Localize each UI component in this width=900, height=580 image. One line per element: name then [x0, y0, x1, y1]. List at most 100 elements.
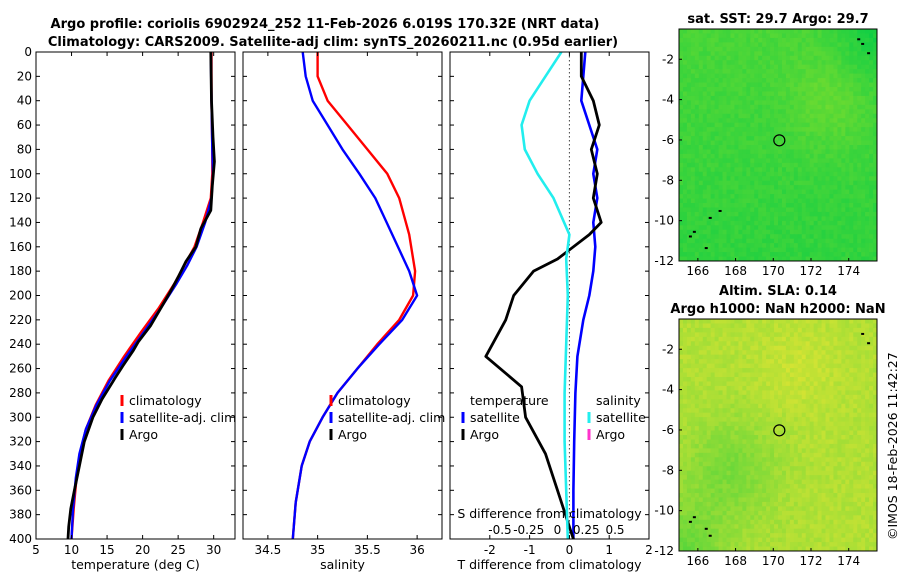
- sla_map-cell: [829, 488, 835, 494]
- sla_map-cell: [679, 341, 684, 347]
- sla_map-cell: [821, 336, 827, 342]
- sla_map-cell: [710, 336, 716, 342]
- sla_map-cell: [738, 439, 743, 445]
- sla_map-cell: [801, 452, 807, 458]
- sst_map-cell: [766, 113, 771, 119]
- sst_map-cell: [793, 229, 799, 235]
- sla_map-cell: [762, 319, 767, 325]
- sst_map-cell: [702, 158, 708, 164]
- sst_map-cell: [837, 211, 842, 217]
- sla_map-cell: [718, 341, 724, 347]
- sst_map-cell: [770, 140, 775, 146]
- sla_map-cell: [718, 439, 724, 445]
- sst_map-cell: [781, 91, 787, 97]
- sst_map-cell: [805, 153, 811, 159]
- sla_map-cell: [857, 475, 862, 481]
- sla_map-cell: [817, 443, 823, 449]
- sst_map-cell: [805, 122, 811, 128]
- sla_map-cell: [778, 475, 783, 481]
- sla_map-cell: [742, 430, 747, 436]
- sst_map-cell: [865, 180, 870, 186]
- sst_map-cell: [714, 234, 720, 240]
- sst_map-cell: [710, 109, 716, 115]
- sla_map-cell: [722, 394, 728, 400]
- sst_map-cell: [825, 256, 831, 261]
- sst_map-cell: [869, 46, 874, 52]
- sst_map-cell: [679, 122, 684, 128]
- sst_map-cell: [762, 185, 767, 191]
- sla_map-cell: [742, 394, 747, 400]
- sla_map-cell: [714, 443, 720, 449]
- sst_map-cell: [789, 127, 795, 133]
- sst_map-cell: [718, 131, 724, 137]
- sla_map-cell: [679, 336, 684, 342]
- sla_map-cell: [738, 484, 743, 490]
- sst_map-cell: [758, 51, 763, 57]
- sst_map-cell: [781, 162, 787, 168]
- sst_map-cell: [789, 225, 795, 231]
- sla_map-cell: [841, 377, 846, 383]
- sst_map-cell: [861, 194, 866, 200]
- sst_map-cell: [682, 109, 688, 115]
- sst_map-cell: [698, 158, 704, 164]
- sla_map-cell: [694, 479, 700, 485]
- sla_map-cell: [679, 327, 684, 333]
- sst_map-cell: [869, 104, 874, 110]
- sla_map-cell: [801, 394, 807, 400]
- sla_map-cell: [710, 426, 716, 432]
- sla_map-cell: [746, 332, 751, 338]
- sla_map-cell: [813, 319, 819, 325]
- sst_map-cell: [801, 149, 807, 155]
- salinity-legend-2-label: Argo: [338, 427, 367, 442]
- sla_map-cell: [817, 430, 823, 436]
- sst_map-cell: [825, 162, 831, 168]
- sst_map-cell: [821, 256, 827, 261]
- sla_map-cell: [746, 421, 751, 427]
- sst_map-cell: [813, 46, 819, 52]
- sla_map-cell: [730, 372, 736, 378]
- sst_map-cell: [682, 78, 688, 84]
- sst_map-cell: [742, 136, 747, 142]
- sst_map-cell: [849, 185, 854, 191]
- sst_map-cell: [750, 229, 755, 235]
- sst_map-cell: [857, 118, 862, 124]
- sla_map-cell: [841, 466, 846, 472]
- sst_map-cell: [774, 122, 779, 128]
- sla_map-cell: [873, 497, 877, 503]
- sla_map-cell: [686, 452, 692, 458]
- sst_map-cell: [778, 100, 783, 106]
- sst_map-cell: [714, 149, 720, 155]
- sla_map-cell: [730, 363, 736, 369]
- sst_map-cell: [857, 69, 862, 75]
- sla_map-cell: [746, 350, 751, 356]
- sla_map-cell: [853, 412, 858, 418]
- sla_map-cell: [853, 332, 858, 338]
- sst_map-cell: [750, 51, 755, 57]
- sla_map-cell: [682, 430, 688, 436]
- sst_map-cell: [738, 167, 743, 173]
- sla_map-cell: [809, 336, 815, 342]
- sla_map-cell: [730, 377, 736, 383]
- sla_map-cell: [742, 403, 747, 409]
- sla_map-cell: [857, 319, 862, 325]
- sla_map-cell: [857, 403, 862, 409]
- sla_map-cell: [797, 381, 803, 387]
- sla_map-cell: [829, 359, 835, 365]
- sst_map-cell: [825, 55, 831, 61]
- sla_map-cell: [873, 426, 877, 432]
- sla_map-cell: [778, 377, 783, 383]
- sst_map-cell: [722, 118, 728, 124]
- sst_map-cell: [710, 207, 716, 213]
- sla_map-cell: [845, 319, 850, 325]
- sla_map-cell: [706, 493, 712, 499]
- sst_map-cell: [793, 158, 799, 164]
- sla_map-cell: [865, 466, 870, 472]
- sla_map-cell: [742, 332, 747, 338]
- sst_map-cell: [801, 256, 807, 261]
- sla_map-cell: [845, 412, 850, 418]
- sla_map-cell: [682, 341, 688, 347]
- sla_map-cell: [873, 394, 877, 400]
- sla_map-cell: [746, 484, 751, 490]
- sla_map-cell: [845, 426, 850, 432]
- sst_map-cell: [714, 216, 720, 222]
